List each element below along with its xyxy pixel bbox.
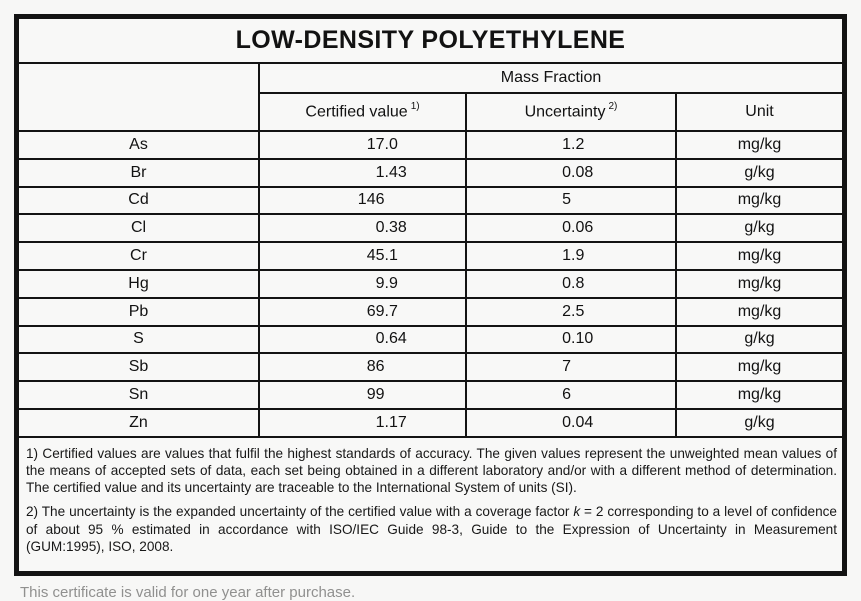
unit-value: g/kg [674, 213, 843, 244]
table-row: Sb 86 7 mg/kg [19, 352, 843, 383]
certified-value: 0.38 [375, 219, 407, 237]
coverage-factor-k: k [573, 504, 581, 520]
certified-value: 45.1 [366, 247, 398, 265]
unit-header: Unit [674, 92, 843, 132]
unit-value: mg/kg [674, 130, 843, 160]
certified-value: 17.0 [366, 135, 398, 153]
unit-value: mg/kg [674, 268, 843, 299]
certified-value: 86 [366, 358, 385, 376]
unit-value: mg/kg [674, 352, 843, 383]
uncertainty-value: 0.06 [562, 219, 594, 237]
element-symbol: Hg [19, 268, 260, 299]
footnote-2-ref: 2) [608, 101, 618, 113]
footnote-1: 1) Certified values are values that fulf… [26, 445, 837, 496]
certified-value: 0.64 [375, 330, 407, 348]
uncertainty-value: 0.04 [562, 413, 594, 431]
uncertainty-value: 2.5 [562, 302, 585, 320]
element-symbol: Cl [19, 213, 260, 244]
certified-value: 9.9 [375, 274, 398, 292]
uncertainty-value: 0.08 [562, 163, 594, 181]
table-row: Zn 1.17 0.04 g/kg [19, 407, 843, 438]
validity-note-cropped: This certificate is valid for one year a… [20, 584, 356, 601]
table-row: Br 1.43 0.08 g/kg [19, 157, 843, 188]
unit-value: g/kg [674, 157, 843, 188]
unit-value: g/kg [674, 407, 843, 438]
unit-value: g/kg [674, 324, 843, 355]
table-row: As 17.0 1.2 mg/kg [19, 130, 843, 160]
mass-fraction-header: Mass Fraction [257, 64, 843, 94]
element-symbol: Cd [19, 185, 260, 216]
table-row: Sn 99 6 mg/kg [19, 380, 843, 410]
certified-value: 1.17 [375, 413, 407, 431]
element-symbol: As [19, 130, 260, 160]
footnote-2: 2) The uncertainty is the expanded uncer… [26, 504, 837, 554]
certified-values-table: Mass Fraction Certified value 1) Uncertai… [19, 64, 843, 438]
element-column-header-empty [19, 64, 260, 132]
certified-value: 146 [357, 191, 385, 209]
footnotes-section: 1) Certified values are values that fulf… [19, 438, 842, 555]
table-row: Hg 9.9 0.8 mg/kg [19, 268, 843, 299]
element-symbol: Br [19, 157, 260, 188]
table-row: S 0.64 0.10 g/kg [19, 324, 843, 355]
unit-value: mg/kg [674, 185, 843, 216]
uncertainty-value: 6 [562, 386, 571, 404]
unit-value: mg/kg [674, 241, 843, 271]
table-row: Cl 0.38 0.06 g/kg [19, 213, 843, 244]
uncertainty-value: 0.8 [562, 274, 585, 292]
uncertainty-value: 7 [562, 358, 571, 376]
element-symbol: Sb [19, 352, 260, 383]
column-header-row: Certified value 1) Uncertainty 2) Unit [19, 92, 843, 132]
certified-value: 99 [366, 386, 385, 404]
certified-value-header: Certified value 1) [259, 92, 467, 132]
table-body: As 17.0 1.2 mg/kg Br 1.43 0.08 g/kg Cd 1… [19, 130, 843, 438]
uncertainty-value: 5 [562, 191, 571, 209]
certified-value: 69.7 [366, 302, 398, 320]
element-symbol: S [19, 324, 260, 355]
uncertainty-value: 1.2 [562, 135, 585, 153]
certified-value: 1.43 [375, 163, 407, 181]
group-header-row: Mass Fraction [19, 64, 843, 132]
table-row: Cd 146 5 mg/kg [19, 185, 843, 216]
element-symbol: Zn [19, 407, 260, 438]
table-row: Pb 69.7 2.5 mg/kg [19, 296, 843, 327]
unit-value: mg/kg [674, 380, 843, 410]
table-row: Cr 45.1 1.9 mg/kg [19, 241, 843, 271]
element-symbol: Pb [19, 296, 260, 327]
element-symbol: Cr [19, 241, 260, 271]
footnote-1-ref: 1) [410, 101, 420, 113]
uncertainty-value: 1.9 [562, 247, 585, 265]
certificate-table-frame: LOW-DENSITY POLYETHYLENE Mass Fraction C… [14, 14, 847, 576]
uncertainty-value: 0.10 [562, 330, 594, 348]
element-symbol: Sn [19, 380, 260, 410]
unit-value: mg/kg [674, 296, 843, 327]
certificate-title: LOW-DENSITY POLYETHYLENE [19, 19, 842, 64]
uncertainty-header: Uncertainty 2) [465, 92, 677, 132]
